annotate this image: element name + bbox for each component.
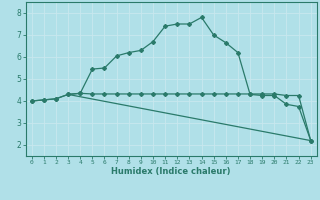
X-axis label: Humidex (Indice chaleur): Humidex (Indice chaleur) xyxy=(111,167,231,176)
